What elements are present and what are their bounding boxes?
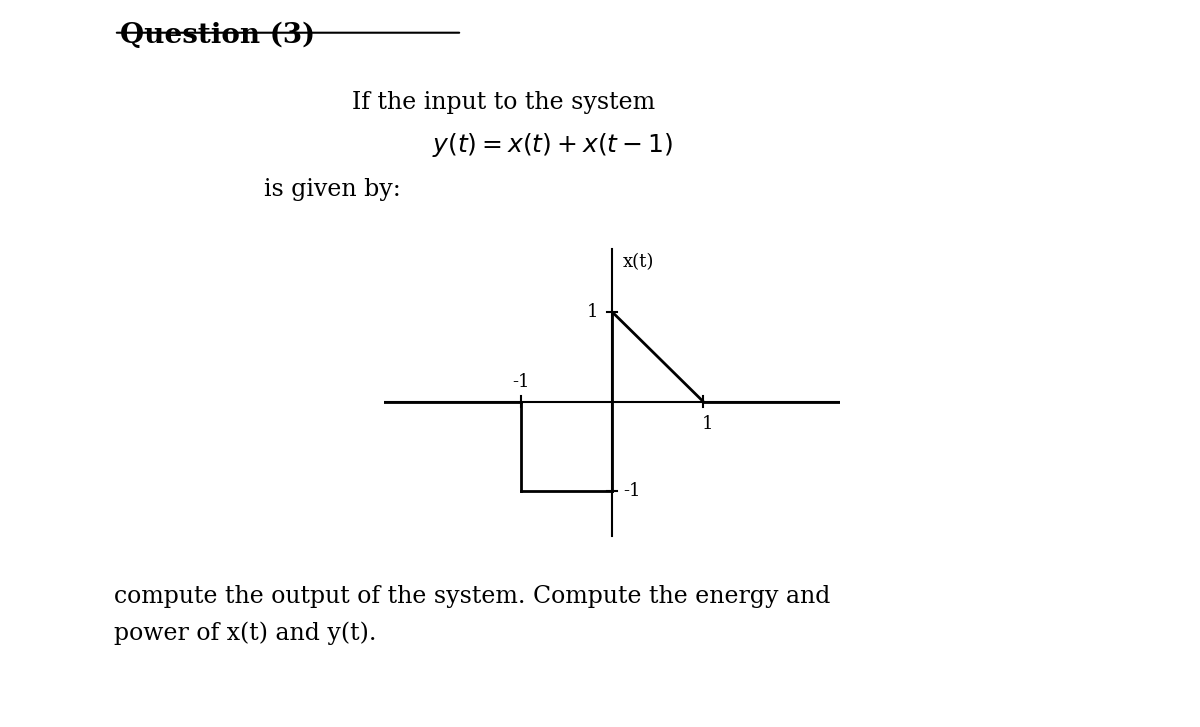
Text: -1: -1 <box>623 483 641 500</box>
Text: is given by:: is given by: <box>264 178 401 201</box>
Text: power of x(t) and y(t).: power of x(t) and y(t). <box>114 622 377 645</box>
Text: -1: -1 <box>512 373 529 391</box>
Text: 1: 1 <box>587 302 599 321</box>
Text: compute the output of the system. Compute the energy and: compute the output of the system. Comput… <box>114 585 830 608</box>
Text: x(t): x(t) <box>623 254 654 271</box>
Text: Question (3): Question (3) <box>120 22 316 49</box>
Text: 1: 1 <box>702 415 714 433</box>
Text: If the input to the system: If the input to the system <box>353 91 655 114</box>
Text: $y(t) = x(t) + x(t-1)$: $y(t) = x(t) + x(t-1)$ <box>432 131 672 159</box>
